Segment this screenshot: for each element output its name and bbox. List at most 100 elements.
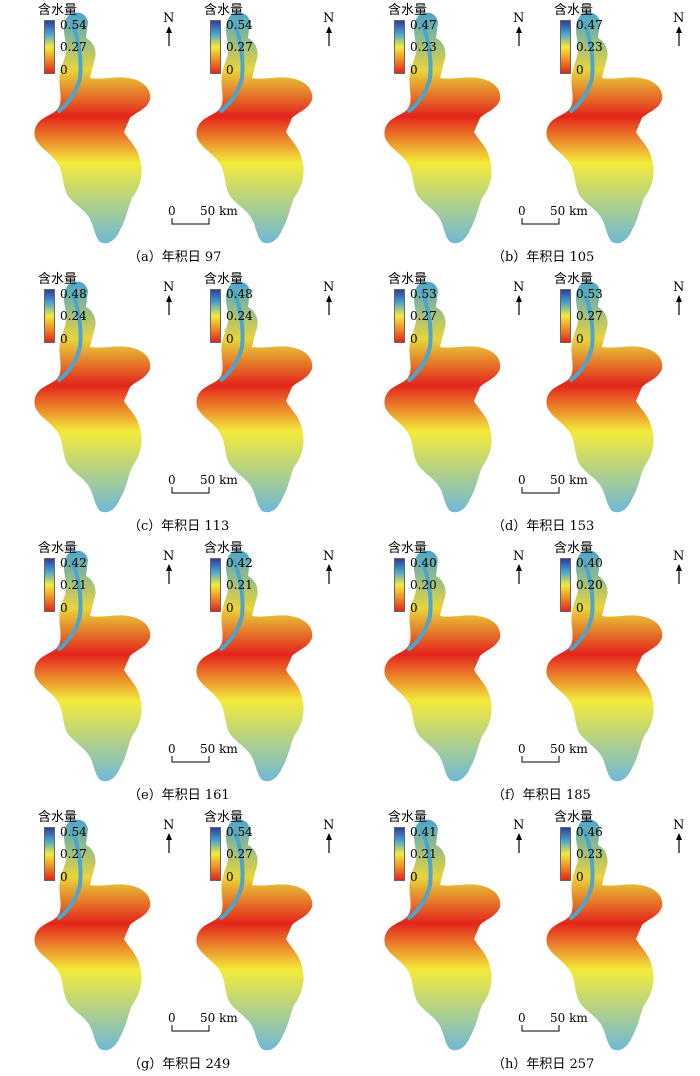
scale-distance-label: 50 km (200, 473, 238, 487)
region-outline (546, 550, 663, 782)
legend-min-label: 0 (226, 601, 234, 615)
legend-mid-label: 0.27 (576, 309, 603, 323)
north-label: N (163, 818, 175, 833)
right-moisture-map (196, 281, 313, 513)
region-outline (34, 819, 151, 1051)
legend-mid-label: 0.21 (410, 847, 437, 861)
legend-min-label: 0 (60, 63, 68, 77)
north-arrow: N (162, 281, 176, 317)
river-strip (568, 21, 595, 114)
river-strip (56, 21, 83, 114)
river-strip (406, 559, 433, 652)
scale-bar: 0 50 km (518, 471, 628, 503)
north-arrow: N (672, 281, 686, 317)
color-ramp (394, 289, 405, 343)
north-arrow: N (672, 550, 686, 586)
figure-panel: 含水量 0.47 0.23 0 含水量 0.47 0.23 0 N N 0 50 km （b）年积日 1… (350, 0, 700, 269)
color-ramp (394, 558, 405, 612)
region-outline (546, 281, 663, 513)
legend-mid-label: 0.23 (410, 40, 437, 54)
left-moisture-map (34, 12, 151, 244)
legend-title: 含水量 (554, 541, 594, 556)
color-ramp (44, 20, 55, 74)
color-ramp (44, 827, 55, 881)
legend-title: 含水量 (204, 541, 244, 556)
color-ramp (560, 827, 571, 881)
figure-panel: 含水量 0.54 0.27 0 含水量 0.54 0.27 0 N N 0 50 km （a）年积日 9… (0, 0, 350, 269)
legend-max-label: 0.54 (60, 18, 87, 32)
color-ramp (394, 827, 405, 881)
scale-bar: 0 50 km (168, 1009, 278, 1041)
legend-mid-label: 0.20 (410, 578, 437, 592)
scale-zero-label: 0 (168, 473, 176, 487)
legend-max-label: 0.54 (226, 18, 253, 32)
legend-mid-label: 0.27 (60, 847, 87, 861)
legend: 含水量 0.41 0.21 0 (388, 811, 458, 884)
legend-title: 含水量 (204, 272, 244, 287)
north-arrow: N (672, 819, 686, 855)
north-label: N (673, 280, 685, 295)
left-moisture-map (384, 12, 501, 244)
north-arrow: N (162, 819, 176, 855)
legend-mid-label: 0.27 (60, 40, 87, 54)
left-moisture-map (34, 819, 151, 1051)
legend-title: 含水量 (554, 3, 594, 18)
left-moisture-map (34, 550, 151, 782)
arrow-up-icon (326, 833, 332, 853)
legend-max-label: 0.40 (410, 556, 437, 570)
right-moisture-map (546, 12, 663, 244)
river-strip (56, 290, 83, 383)
region-outline (196, 281, 313, 513)
color-ramp (210, 20, 221, 74)
legend-title: 含水量 (38, 541, 78, 556)
panel-caption: （b）年积日 105 (492, 250, 595, 265)
arrow-up-icon (166, 26, 172, 46)
legend-max-label: 0.54 (226, 825, 253, 839)
legend: 含水量 0.47 0.23 0 (388, 4, 458, 77)
arrow-up-icon (676, 26, 682, 46)
scale-bar: 0 50 km (168, 471, 278, 503)
legend-max-label: 0.42 (60, 556, 87, 570)
river-strip (568, 559, 595, 652)
legend-title: 含水量 (388, 541, 428, 556)
region-outline (196, 550, 313, 782)
right-moisture-map (546, 550, 663, 782)
legend-mid-label: 0.21 (60, 578, 87, 592)
north-arrow: N (512, 12, 526, 48)
left-moisture-map (384, 550, 501, 782)
legend-min-label: 0 (410, 601, 418, 615)
north-arrow: N (322, 281, 336, 317)
legend-min-label: 0 (576, 63, 584, 77)
legend-min-label: 0 (576, 870, 584, 884)
arrow-up-icon (166, 833, 172, 853)
legend-mid-label: 0.23 (576, 40, 603, 54)
north-arrow: N (162, 12, 176, 48)
north-label: N (513, 818, 525, 833)
legend: 含水量 0.54 0.27 0 (38, 811, 108, 884)
arrow-up-icon (326, 26, 332, 46)
left-moisture-map (384, 819, 501, 1051)
legend-title: 含水量 (204, 810, 244, 825)
legend-mid-label: 0.23 (576, 847, 603, 861)
legend-min-label: 0 (226, 332, 234, 346)
scale-line (521, 1025, 560, 1032)
legend-min-label: 0 (226, 63, 234, 77)
legend-min-label: 0 (226, 870, 234, 884)
region-outline (546, 819, 663, 1051)
north-label: N (513, 549, 525, 564)
region-outline (384, 550, 501, 782)
arrow-up-icon (516, 833, 522, 853)
legend-min-label: 0 (576, 332, 584, 346)
river-strip (218, 290, 245, 383)
scale-line (171, 756, 210, 763)
scale-zero-label: 0 (168, 742, 176, 756)
region-outline (34, 550, 151, 782)
north-arrow: N (512, 550, 526, 586)
north-label: N (673, 11, 685, 26)
scale-distance-label: 50 km (200, 742, 238, 756)
figure-panel: 含水量 0.54 0.27 0 含水量 0.54 0.27 0 N N 0 50 km （g）年积日 2… (0, 807, 350, 1076)
color-ramp (560, 558, 571, 612)
legend-max-label: 0.48 (60, 287, 87, 301)
color-ramp (560, 20, 571, 74)
legend-max-label: 0.54 (60, 825, 87, 839)
